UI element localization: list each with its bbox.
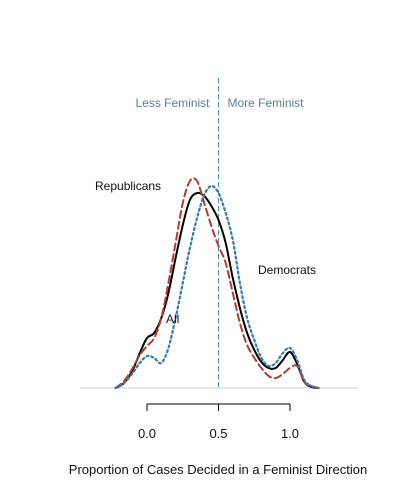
density-curves: [114, 177, 320, 390]
x-tick-label: 0.5: [209, 426, 227, 441]
x-tick-label: 1.0: [281, 426, 299, 441]
annotation-all: All: [166, 312, 179, 326]
x-tick-label: 0.0: [138, 426, 156, 441]
annotation-republicans: Republicans: [95, 179, 161, 193]
annotation-democrats: Democrats: [258, 263, 316, 277]
series-line-republicans: [114, 177, 320, 389]
region-label-less-feminist: Less Feminist: [135, 96, 210, 110]
x-axis: 0.0 0.5 1.0: [138, 403, 299, 441]
region-label-more-feminist: More Feminist: [228, 96, 305, 110]
x-axis-label: Proportion of Cases Decided in a Feminis…: [69, 462, 367, 477]
series-line-democrats: [114, 184, 320, 390]
series-line-all: [114, 191, 320, 389]
